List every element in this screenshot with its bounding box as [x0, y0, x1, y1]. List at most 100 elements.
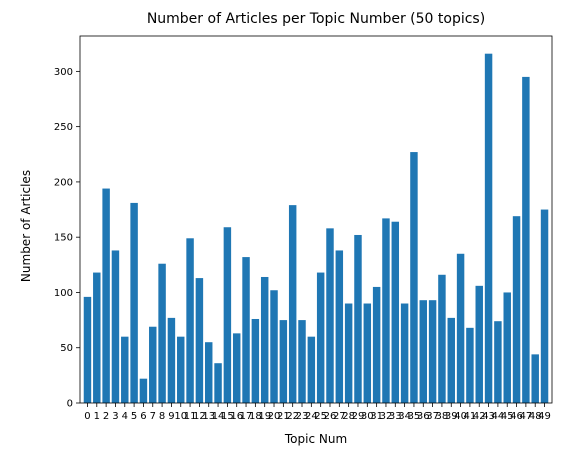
x-tick-label: 35 — [408, 411, 421, 422]
x-tick-label: 47 — [520, 411, 533, 422]
bar-9 — [167, 317, 176, 403]
x-tick-label: 43 — [482, 411, 495, 422]
bar-30 — [363, 303, 372, 403]
bar-1 — [93, 272, 101, 403]
x-axis: 0 1 2 3 4 5 6 7 8 9 101112131415161718192021222324… — [84, 403, 551, 422]
x-axis-label: Topic Num — [284, 432, 347, 446]
x-tick-label: 12 — [193, 411, 206, 422]
x-tick-label: 32 — [380, 411, 393, 422]
bar-14 — [214, 363, 222, 403]
bar-22 — [288, 205, 297, 403]
bar-10 — [177, 336, 185, 403]
bar-45 — [503, 292, 511, 403]
bar-15 — [223, 227, 232, 403]
y-tick-label: 100 — [54, 288, 73, 299]
x-tick-label: 3 — [112, 411, 118, 422]
bar-11 — [186, 238, 194, 403]
bar-17 — [242, 257, 250, 403]
bar-16 — [232, 333, 241, 403]
bar-23 — [298, 320, 306, 403]
y-tick-label: 250 — [54, 122, 73, 133]
bar-27 — [335, 250, 344, 403]
x-tick-label: 28 — [342, 411, 355, 422]
bar-21 — [279, 320, 288, 403]
x-tick-label: 41 — [464, 411, 477, 422]
bar-13 — [204, 342, 213, 403]
bar-33 — [391, 221, 400, 403]
x-tick-label: 19 — [258, 411, 271, 422]
x-tick-label: 13 — [202, 411, 215, 422]
bar-6 — [139, 378, 148, 403]
bar-39 — [447, 317, 455, 403]
x-tick-label: 40 — [454, 411, 467, 422]
x-tick-label: 0 — [84, 411, 90, 422]
y-tick-label: 150 — [54, 233, 73, 244]
x-tick-label: 9 — [168, 411, 174, 422]
bar-32 — [382, 218, 390, 403]
x-tick-label: 11 — [184, 411, 197, 422]
bar-41 — [466, 327, 474, 403]
y-tick-label: 200 — [54, 177, 73, 188]
x-tick-label: 30 — [361, 411, 374, 422]
x-tick-label: 29 — [352, 411, 365, 422]
bars-group — [83, 53, 549, 404]
x-tick-label: 8 — [159, 411, 165, 422]
bar-37 — [428, 300, 437, 403]
x-tick-label: 24 — [305, 411, 318, 422]
x-tick-label: 33 — [389, 411, 402, 422]
bar-48 — [531, 354, 539, 403]
bar-3 — [111, 250, 120, 403]
x-tick-label: 4 — [122, 411, 128, 422]
bar-31 — [372, 286, 381, 403]
x-tick-label: 2 — [103, 411, 109, 422]
x-tick-label: 25 — [314, 411, 327, 422]
bar-28 — [344, 303, 353, 403]
y-axis: 0 50 100 150 200 250 300 — [54, 67, 80, 410]
x-tick-label: 37 — [426, 411, 439, 422]
x-tick-label: 1 — [94, 411, 100, 422]
bar-4 — [121, 336, 129, 403]
y-axis-label: Number of Articles — [19, 170, 33, 282]
bar-40 — [456, 253, 465, 403]
bar-19 — [260, 276, 269, 403]
x-tick-label: 26 — [324, 411, 337, 422]
x-tick-label: 48 — [529, 411, 542, 422]
bar-36 — [419, 300, 428, 403]
bar-0 — [83, 296, 92, 403]
bar-49 — [540, 209, 549, 403]
bar-25 — [316, 272, 325, 403]
y-tick-label: 300 — [54, 67, 73, 78]
bar-24 — [307, 336, 316, 403]
x-tick-label: 42 — [473, 411, 486, 422]
bar-34 — [400, 303, 409, 403]
x-tick-label: 6 — [140, 411, 146, 422]
x-tick-label: 18 — [249, 411, 262, 422]
x-tick-label: 49 — [538, 411, 551, 422]
bar-29 — [354, 234, 362, 403]
y-tick-label: 50 — [60, 343, 73, 354]
x-tick-label: 15 — [221, 411, 234, 422]
y-tick-label: 0 — [67, 399, 73, 410]
bar-12 — [195, 278, 204, 403]
bar-35 — [410, 152, 418, 403]
x-tick-label: 27 — [333, 411, 346, 422]
plot-frame — [79, 35, 553, 404]
x-tick-label: 38 — [436, 411, 449, 422]
x-tick-label: 20 — [268, 411, 281, 422]
x-tick-label: 36 — [417, 411, 430, 422]
x-tick-label: 14 — [212, 411, 225, 422]
x-tick-label: 10 — [174, 411, 187, 422]
bar-46 — [512, 216, 521, 403]
x-tick-label: 22 — [286, 411, 299, 422]
bar-7 — [149, 326, 157, 403]
x-tick-label: 23 — [296, 411, 309, 422]
x-tick-label: 31 — [370, 411, 383, 422]
x-tick-label: 39 — [445, 411, 458, 422]
bar-26 — [326, 228, 334, 403]
x-tick-label: 5 — [131, 411, 137, 422]
x-tick-label: 34 — [398, 411, 411, 422]
bar-5 — [130, 202, 138, 403]
bar-42 — [475, 285, 483, 403]
x-tick-label: 7 — [150, 411, 156, 422]
